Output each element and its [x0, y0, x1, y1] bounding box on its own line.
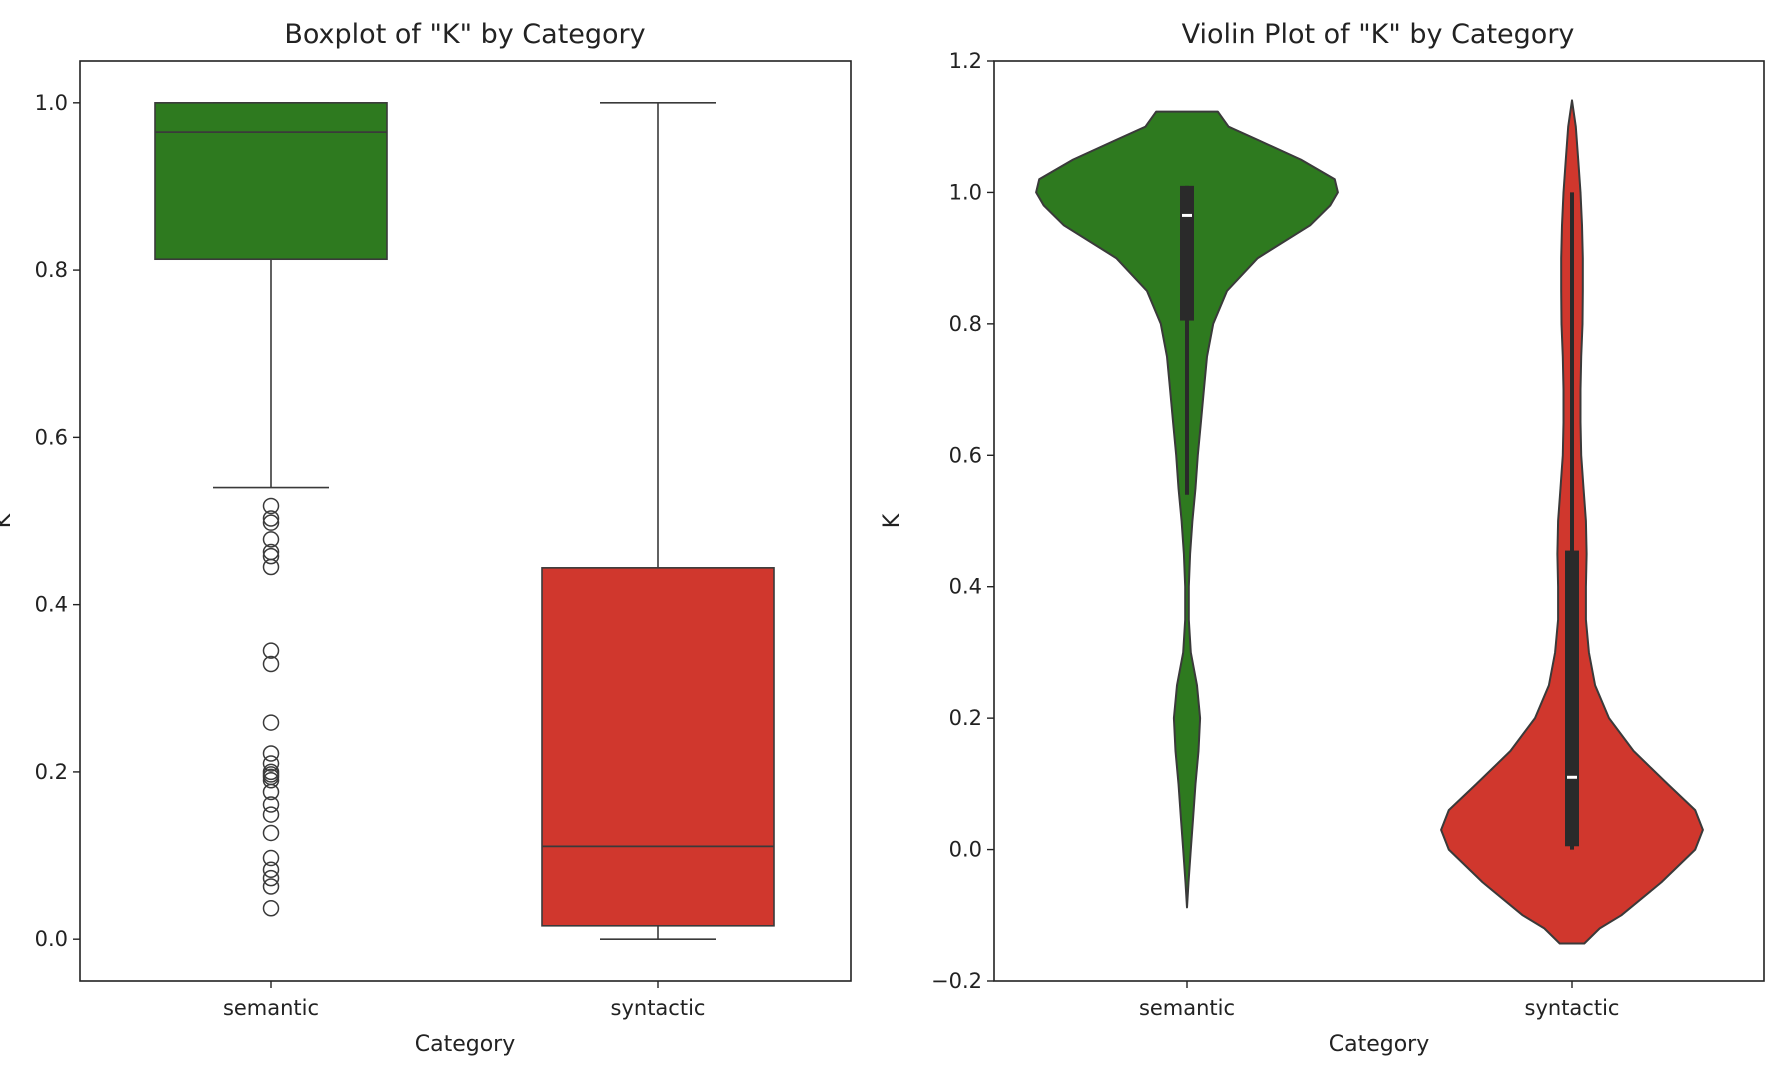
outlier-point — [262, 849, 280, 867]
outlier-point — [262, 558, 280, 576]
ytick-label: 1.2 — [949, 49, 982, 73]
ytick-label: 0.0 — [949, 838, 982, 862]
ytick-label: 1.0 — [35, 91, 68, 115]
violin-panel: Violin Plot of "K" by Category −0.2 0.0 0.… — [880, 19, 1765, 1057]
violin-plot-frame — [993, 60, 1765, 982]
violin-iqr-semantic — [1180, 185, 1194, 321]
violin-title: Violin Plot of "K" by Category — [1182, 19, 1575, 50]
xtick-label-semantic: semantic — [1139, 996, 1235, 1020]
ytick-label: 0.0 — [35, 927, 68, 951]
ytick-label: 0.6 — [949, 443, 982, 467]
boxplot-plot-frame — [79, 60, 852, 982]
ytick-label: 0.8 — [949, 312, 982, 336]
outlier-point — [262, 514, 280, 531]
xtick-label-syntactic: syntactic — [611, 996, 706, 1020]
outlier-point — [262, 531, 280, 548]
outlier-point — [262, 806, 280, 823]
ytick-label: 0.2 — [35, 760, 68, 784]
outlier-point — [262, 796, 280, 813]
ytick-label: 1.0 — [949, 180, 982, 204]
boxplot-marks — [154, 102, 775, 940]
violin-iqr-syntactic — [1565, 550, 1579, 847]
box-syntactic — [541, 567, 775, 927]
boxplot-xticks: semantic syntactic — [223, 981, 706, 1020]
boxplot-ylabel: K — [0, 513, 16, 528]
outlier-point — [262, 714, 280, 731]
xtick-label-syntactic: syntactic — [1525, 996, 1620, 1020]
ytick-label: 0.6 — [35, 425, 68, 449]
ytick-label: 0.8 — [35, 258, 68, 282]
outlier-point — [262, 861, 280, 879]
ytick-label: −0.2 — [931, 969, 982, 993]
ytick-label: 0.2 — [949, 706, 982, 730]
outlier-point — [262, 783, 280, 801]
boxplot-title: Boxplot of "K" by Category — [284, 19, 645, 50]
outlier-point — [262, 869, 280, 887]
xtick-label-semantic: semantic — [223, 996, 319, 1020]
ytick-label: 0.4 — [949, 575, 982, 599]
outlier-point — [262, 497, 280, 515]
outlier-point — [262, 899, 280, 917]
outlier-point — [262, 547, 280, 565]
boxplot-panel: Boxplot of "K" by Category 0.00.20.40.60… — [0, 19, 852, 1057]
outlier-point — [262, 878, 280, 895]
outlier-point — [262, 510, 280, 527]
outlier-point — [262, 642, 280, 659]
violin-yticks: −0.2 0.0 0.2 0.4 0.6 0.8 1.0 1.2 — [931, 49, 994, 993]
outlier-point — [262, 655, 280, 673]
outlier-point — [262, 755, 280, 772]
violin-xticks: semantic syntactic — [1139, 981, 1620, 1020]
violin-ylabel: K — [880, 513, 905, 528]
violin-marks — [1035, 99, 1704, 945]
ytick-label: 0.4 — [35, 593, 68, 617]
violin-body-semantic — [1035, 110, 1339, 909]
violin-xlabel: Category — [1329, 1032, 1430, 1057]
outlier-point — [262, 772, 280, 789]
boxplot-xlabel: Category — [415, 1032, 516, 1057]
box-semantic — [154, 102, 388, 261]
outlier-point — [262, 824, 280, 842]
outlier-point — [262, 745, 280, 762]
boxplot-yticks: 0.0 0.2 0.4 0.6 0.8 1.0 — [35, 91, 80, 951]
